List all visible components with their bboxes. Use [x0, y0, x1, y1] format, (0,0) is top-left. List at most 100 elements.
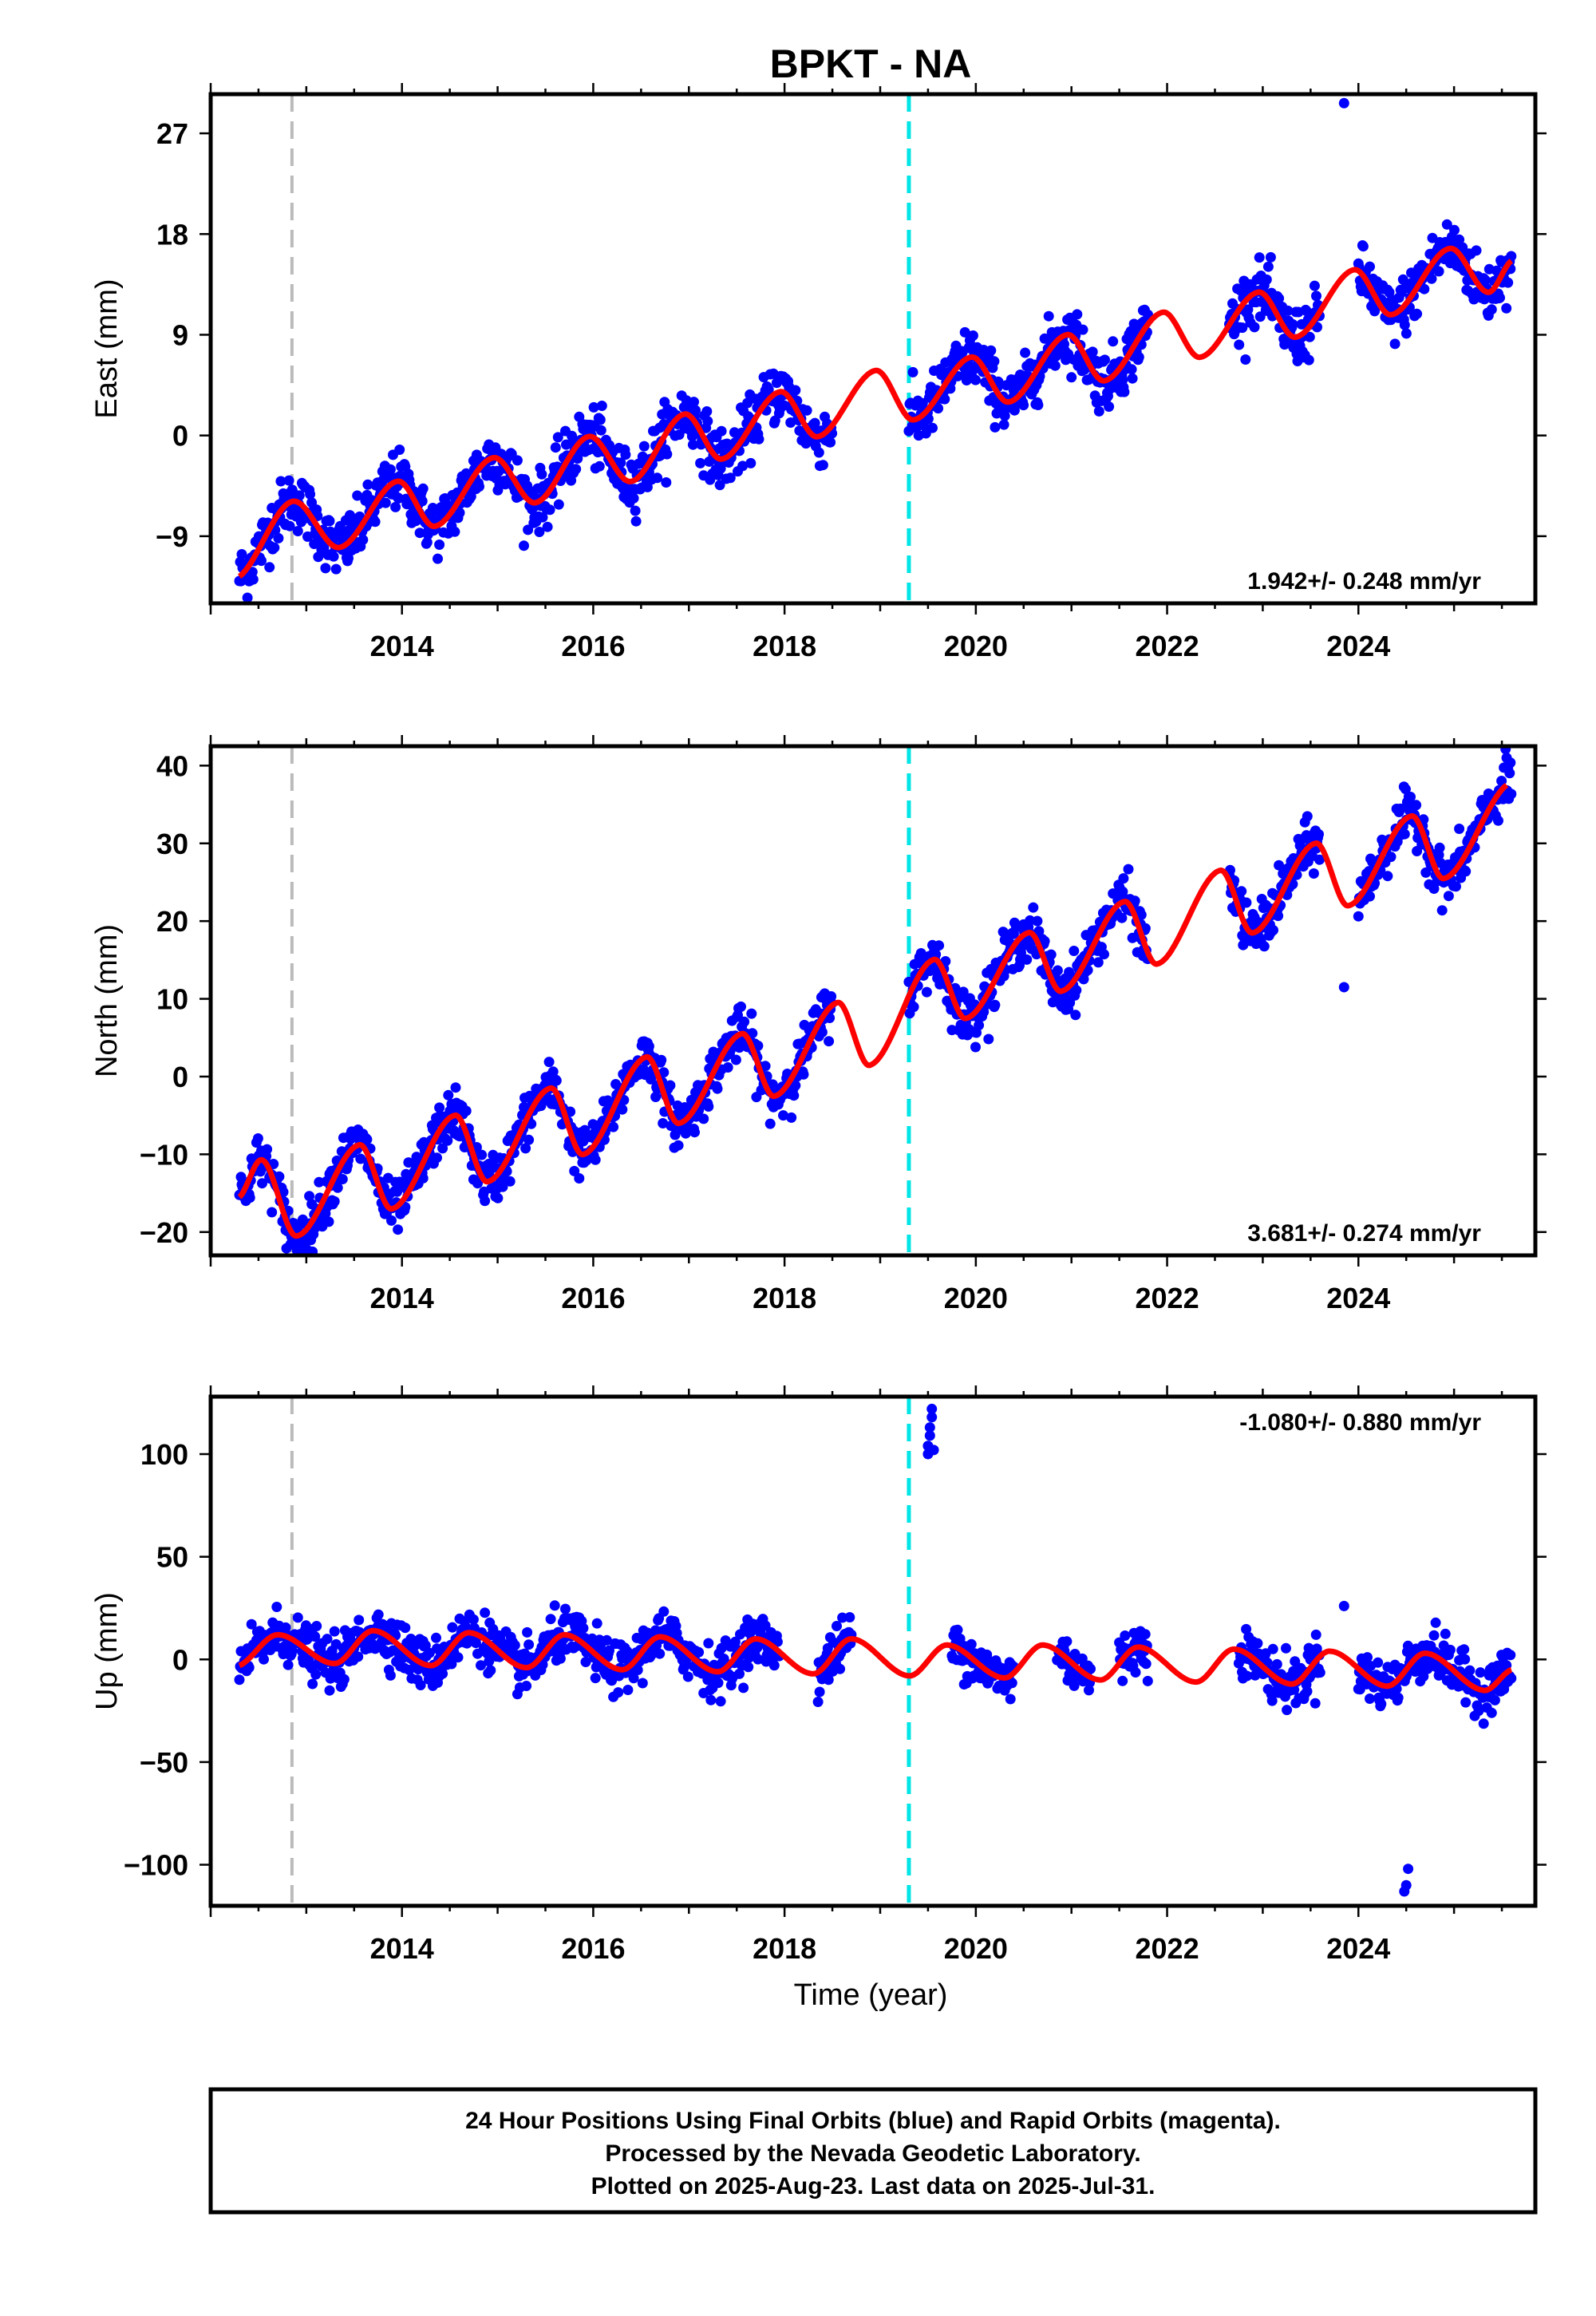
- data-point: [1506, 1673, 1517, 1684]
- data-point: [1273, 911, 1284, 922]
- data-point: [1261, 274, 1272, 285]
- data-point: [701, 406, 713, 417]
- data-point: [1434, 842, 1445, 853]
- data-point: [790, 385, 801, 396]
- data-point: [307, 1246, 318, 1255]
- data-point: [1069, 1680, 1080, 1691]
- data-point: [433, 553, 443, 564]
- data-point: [492, 1192, 504, 1203]
- data-point: [294, 490, 305, 501]
- data-point: [307, 1678, 318, 1690]
- data-point: [1241, 1623, 1252, 1634]
- data-point: [1267, 1643, 1278, 1654]
- data-point: [638, 441, 650, 452]
- data-point: [1140, 1629, 1151, 1640]
- data-point: [801, 405, 812, 416]
- panels-group: 2014 2016 2018 2020 2022 2024 −9 0 9 18 27 East (mm…: [90, 83, 1547, 1965]
- data-point: [1400, 328, 1412, 339]
- data-point: [572, 453, 583, 464]
- x-tick-label: 2022: [1136, 1282, 1199, 1314]
- data-point: [274, 1171, 285, 1182]
- data-point: [760, 1620, 771, 1631]
- data-point: [547, 1066, 559, 1077]
- data-point: [580, 1657, 591, 1667]
- data-point: [652, 472, 663, 484]
- data-point: [812, 1697, 824, 1707]
- data-point: [1129, 895, 1140, 907]
- data-point: [1069, 946, 1080, 956]
- outlier-point: [1403, 1863, 1414, 1875]
- y-tick-label: −9: [156, 520, 188, 553]
- data-point: [952, 1624, 963, 1635]
- data-point: [630, 505, 641, 516]
- data-point: [753, 1654, 764, 1665]
- data-point: [823, 1674, 834, 1686]
- data-point: [355, 1153, 366, 1164]
- data-point: [958, 986, 969, 998]
- data-point: [1405, 792, 1416, 802]
- data-point: [682, 1671, 693, 1682]
- x-tick-label: 2016: [561, 630, 625, 662]
- panel-north: 2014 2016 2018 2020 2022 2024 −20 −10 0 10 20 30 40 N…: [90, 735, 1547, 1314]
- data-point: [1240, 354, 1251, 365]
- data-point: [753, 1040, 764, 1051]
- data-point: [596, 401, 607, 411]
- data-point: [1411, 800, 1422, 811]
- data-point: [970, 374, 981, 385]
- data-point: [1108, 336, 1119, 347]
- data-point: [737, 460, 749, 472]
- data-point: [705, 1694, 717, 1705]
- data-point: [1309, 280, 1320, 291]
- data-point: [986, 345, 997, 356]
- data-point: [352, 490, 363, 501]
- rate-label-north: 3.681+/- 0.274 mm/yr: [1247, 1220, 1481, 1247]
- data-point: [1006, 1678, 1017, 1689]
- data-point: [262, 1144, 273, 1155]
- data-point: [628, 492, 639, 504]
- y-tick-label: 20: [156, 905, 188, 938]
- data-point: [716, 1642, 727, 1654]
- data-point: [1032, 915, 1043, 927]
- data-point: [446, 1658, 457, 1670]
- data-point: [305, 488, 316, 500]
- data-point: [390, 501, 401, 512]
- data-point: [1454, 234, 1465, 245]
- data-point: [380, 497, 391, 508]
- data-point: [966, 1638, 977, 1650]
- data-point: [1384, 287, 1395, 298]
- data-point: [1249, 322, 1260, 333]
- data-point: [689, 397, 699, 408]
- data-point: [764, 1118, 776, 1129]
- data-point: [386, 1215, 397, 1226]
- data-point: [432, 1152, 442, 1164]
- data-point: [1005, 1694, 1016, 1705]
- data-point: [273, 532, 284, 543]
- data-point: [1382, 871, 1393, 882]
- data-point: [247, 574, 259, 585]
- data-point: [1237, 322, 1248, 334]
- data-point: [825, 437, 836, 448]
- data-point: [271, 1602, 282, 1612]
- data-point: [715, 1696, 726, 1707]
- y-tick-label: 0: [172, 1061, 188, 1093]
- data-point: [246, 1618, 257, 1630]
- data-point: [702, 416, 713, 427]
- data-point: [283, 475, 294, 486]
- data-point: [550, 442, 561, 453]
- data-point: [465, 491, 476, 502]
- data-point: [308, 1660, 319, 1671]
- data-point: [1087, 346, 1098, 358]
- data-point: [1489, 1694, 1500, 1705]
- data-point: [933, 403, 944, 414]
- data-point: [816, 1026, 828, 1037]
- data-point: [460, 1105, 472, 1117]
- data-point: [670, 1129, 681, 1140]
- data-point: [1289, 1684, 1300, 1695]
- model-curve-north: [237, 783, 1509, 1239]
- plot-area-north: [234, 746, 1517, 1255]
- data-point: [1236, 886, 1247, 897]
- x-tick-label: 2016: [561, 1282, 625, 1314]
- x-tick-label: 2020: [944, 1932, 1008, 1965]
- data-point: [1399, 828, 1410, 840]
- data-point: [415, 1680, 426, 1690]
